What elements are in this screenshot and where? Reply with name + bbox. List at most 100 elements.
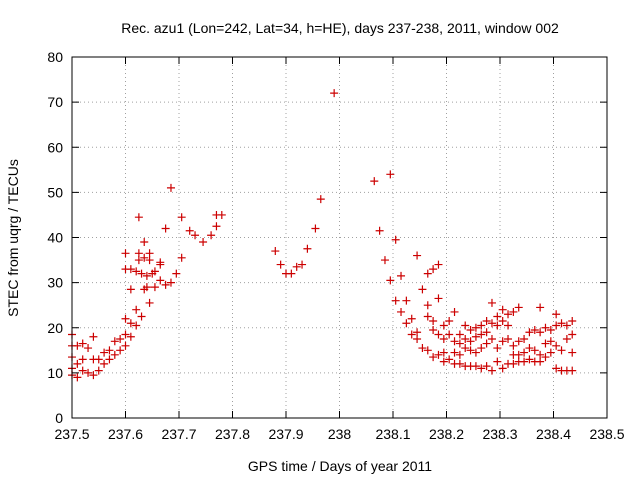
data-point: [509, 341, 518, 350]
data-point: [391, 235, 400, 244]
data-point: [568, 348, 577, 357]
data-point: [536, 303, 545, 312]
x-tick-label: 237.6: [108, 426, 143, 442]
data-point: [78, 355, 87, 364]
data-point: [466, 326, 475, 335]
data-point: [434, 260, 443, 269]
data-point: [94, 366, 103, 375]
data-point: [166, 183, 175, 192]
data-point: [434, 350, 443, 359]
data-point: [78, 339, 87, 348]
data-point: [429, 265, 438, 274]
data-point: [110, 350, 119, 359]
data-point: [525, 344, 534, 353]
data-point: [126, 265, 135, 274]
x-axis-label: GPS time / Days of year 2011: [248, 458, 432, 474]
data-point: [134, 256, 143, 265]
data-point: [541, 353, 550, 362]
data-point: [121, 249, 130, 258]
data-point: [439, 357, 448, 366]
data-point: [287, 269, 296, 278]
y-tick-label: 60: [47, 139, 63, 155]
data-point: [191, 231, 200, 240]
data-point: [207, 231, 216, 240]
data-point: [530, 346, 539, 355]
data-point: [471, 332, 480, 341]
data-point: [292, 262, 301, 271]
data-point: [541, 323, 550, 332]
data-point: [498, 364, 507, 373]
data-point: [514, 303, 523, 312]
data-point: [471, 348, 480, 357]
data-point: [434, 330, 443, 339]
data-point: [466, 346, 475, 355]
data-point: [525, 355, 534, 364]
data-point: [311, 224, 320, 233]
data-point: [493, 344, 502, 353]
data-point: [439, 335, 448, 344]
data-point: [142, 271, 151, 280]
data-point: [161, 280, 170, 289]
data-point: [562, 321, 571, 330]
x-tick-label: 237.7: [161, 426, 196, 442]
data-point: [493, 321, 502, 330]
data-point: [145, 298, 154, 307]
data-point: [298, 260, 307, 269]
data-point: [429, 326, 438, 335]
data-point: [137, 312, 146, 321]
data-point: [413, 328, 422, 337]
data-point: [493, 357, 502, 366]
data-point: [504, 310, 513, 319]
data-point: [461, 344, 470, 353]
data-point: [375, 226, 384, 235]
data-point: [100, 348, 109, 357]
data-point: [520, 335, 529, 344]
data-point: [156, 276, 165, 285]
data-point: [520, 348, 529, 357]
data-point: [397, 271, 406, 280]
data-point: [407, 330, 416, 339]
data-point: [418, 285, 427, 294]
data-point: [212, 222, 221, 231]
data-point: [455, 350, 464, 359]
data-point: [402, 319, 411, 328]
data-point: [455, 330, 464, 339]
data-point: [172, 269, 181, 278]
data-point: [471, 323, 480, 332]
data-point: [126, 332, 135, 341]
data-point: [161, 224, 170, 233]
y-tick-label: 30: [47, 275, 63, 291]
data-point: [546, 337, 555, 346]
y-axis-ticks: 0 10 20 30 40 50 60 70 80: [47, 49, 607, 426]
data-point: [185, 226, 194, 235]
data-point: [498, 305, 507, 314]
data-point: [121, 341, 130, 350]
data-point: [132, 321, 141, 330]
x-tick-label: 237.8: [215, 426, 250, 442]
data-point: [78, 366, 87, 375]
x-tick-label: 238.2: [429, 426, 464, 442]
data-point: [450, 307, 459, 316]
data-point: [100, 359, 109, 368]
data-point: [455, 339, 464, 348]
data-point: [89, 371, 98, 380]
data-point: [504, 335, 513, 344]
data-point: [316, 195, 325, 204]
data-point: [73, 341, 82, 350]
y-tick-label: 20: [47, 320, 63, 336]
data-point: [134, 249, 143, 258]
data-point: [199, 238, 208, 247]
data-point: [116, 346, 125, 355]
data-point: [509, 307, 518, 316]
data-point: [445, 316, 454, 325]
data-point: [380, 256, 389, 265]
data-point: [493, 312, 502, 321]
data-point: [546, 348, 555, 357]
data-point: [110, 337, 119, 346]
data-point: [487, 366, 496, 375]
data-point: [370, 177, 379, 186]
data-point: [121, 314, 130, 323]
data-point: [525, 328, 534, 337]
data-point: [498, 337, 507, 346]
data-point: [142, 283, 151, 292]
